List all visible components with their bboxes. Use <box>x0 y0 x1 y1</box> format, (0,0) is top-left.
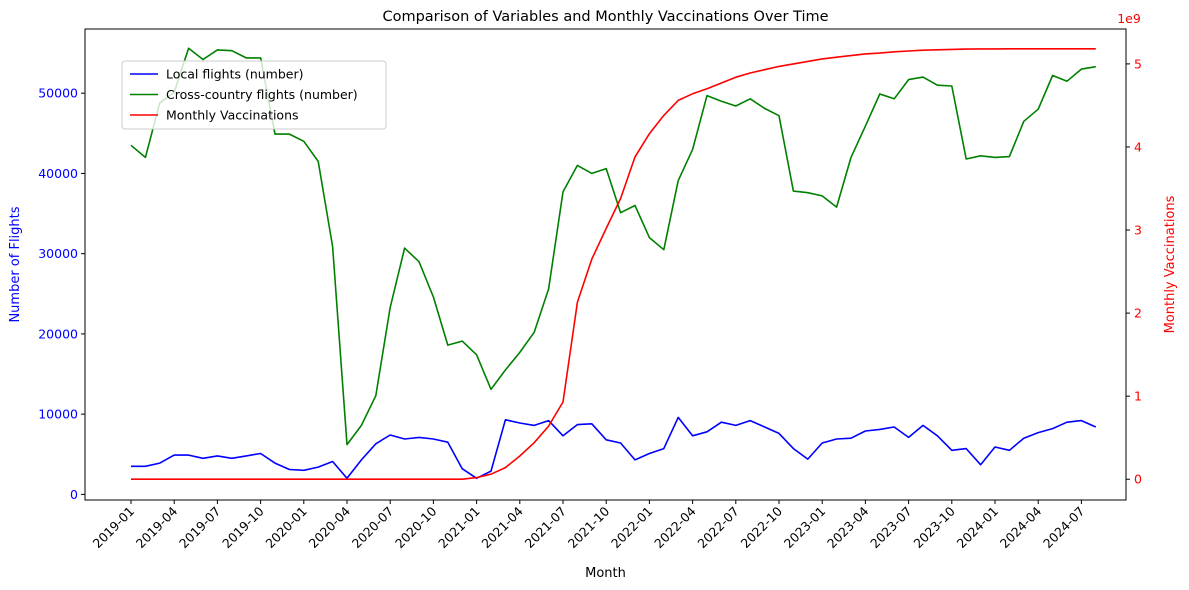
left-tick-label: 50000 <box>38 86 78 101</box>
x-tick-label: 2020-01 <box>262 504 310 552</box>
x-tick-label: 2023-01 <box>781 504 829 552</box>
right-tick-label: 0 <box>1134 472 1142 487</box>
legend: Local flights (number) Cross-country flig… <box>121 60 387 130</box>
x-tick-label: 2021-04 <box>478 503 526 551</box>
x-tick-label: 2023-10 <box>910 503 958 551</box>
x-tick-label: 2022-01 <box>608 504 656 552</box>
x-tick-label: 2021-10 <box>565 503 613 551</box>
x-axis-title: Month <box>585 566 626 581</box>
x-tick-label: 2024-07 <box>1040 504 1088 552</box>
x-tick-label: 2020-07 <box>349 504 397 552</box>
left-y-axis-title: Number of Flights <box>8 206 23 322</box>
plot-lines <box>130 47 1097 481</box>
legend-label-2: Monthly Vaccinations <box>166 108 299 123</box>
x-tick-label: 2024-04 <box>997 503 1045 551</box>
plot-frame <box>84 28 1127 501</box>
legend-box <box>121 60 387 130</box>
x-tick-label: 2020-04 <box>306 503 354 551</box>
right-tick-label: 1 <box>1134 389 1142 404</box>
x-tick-label: 2022-04 <box>651 503 699 551</box>
x-tick-label: 2019-01 <box>90 504 138 552</box>
right-tick-label: 3 <box>1134 223 1142 238</box>
legend-label-1: Cross-country flights (number) <box>166 87 358 102</box>
right-axis-multiplier: 1e9 <box>1117 11 1141 26</box>
left-tick-label: 0 <box>70 487 78 502</box>
x-tick-label: 2020-10 <box>392 503 440 551</box>
x-tick-label: 2019-07 <box>176 504 224 552</box>
x-tick-label: 2021-01 <box>435 504 483 552</box>
x-tick-label: 2021-07 <box>522 504 570 552</box>
x-tick-label: 2022-07 <box>694 504 742 552</box>
series-line-2 <box>131 47 1096 481</box>
left-tick-label: 10000 <box>38 407 78 422</box>
x-tick-label: 2019-10 <box>219 503 267 551</box>
left-tick-label: 40000 <box>38 166 78 181</box>
right-tick-label: 2 <box>1134 306 1142 321</box>
x-tick-label: 2023-07 <box>867 504 915 552</box>
series-line-1 <box>130 47 1096 446</box>
right-y-axis-title: Monthly Vaccinations <box>1163 195 1178 333</box>
series-line-0 <box>131 416 1097 480</box>
chart-title: Comparison of Variables and Monthly Vacc… <box>382 9 828 25</box>
x-tick-label: 2019-04 <box>133 503 181 551</box>
right-tick-label: 5 <box>1134 56 1142 71</box>
x-tick-label: 2023-04 <box>824 503 872 551</box>
x-axis: 2019-012019-042019-072019-102020-012020-… <box>90 500 1088 551</box>
left-tick-label: 30000 <box>38 246 78 261</box>
right-y-axis: 0 1 2 3 4 5 <box>1126 56 1142 487</box>
right-tick-label: 4 <box>1134 139 1142 154</box>
left-y-axis: 0 10000 20000 30000 40000 50000 <box>38 86 85 502</box>
x-tick-label: 2022-10 <box>738 503 786 551</box>
legend-label-0: Local flights (number) <box>166 67 304 82</box>
x-tick-label: 2024-01 <box>954 504 1002 552</box>
left-tick-label: 20000 <box>38 326 78 341</box>
